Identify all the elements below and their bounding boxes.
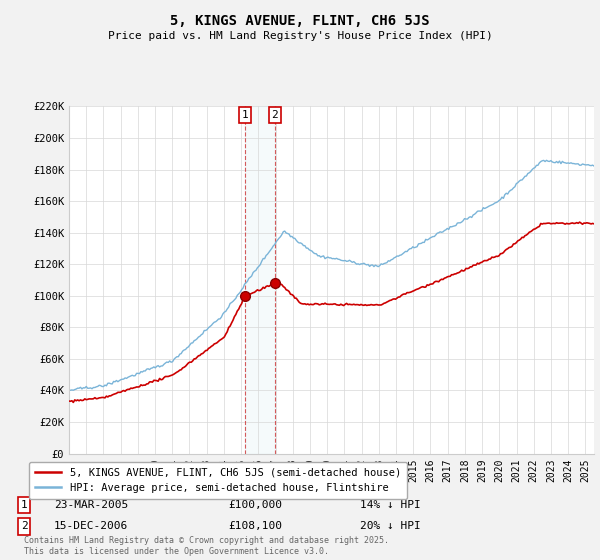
Text: 15-DEC-2006: 15-DEC-2006 — [54, 521, 128, 531]
Text: £108,100: £108,100 — [228, 521, 282, 531]
Text: 14% ↓ HPI: 14% ↓ HPI — [360, 500, 421, 510]
Legend: 5, KINGS AVENUE, FLINT, CH6 5JS (semi-detached house), HPI: Average price, semi-: 5, KINGS AVENUE, FLINT, CH6 5JS (semi-de… — [29, 461, 407, 500]
Bar — [245, 106, 275, 454]
Text: 1: 1 — [242, 110, 248, 120]
Text: Price paid vs. HM Land Registry's House Price Index (HPI): Price paid vs. HM Land Registry's House … — [107, 31, 493, 41]
Text: 2: 2 — [271, 110, 278, 120]
Text: 1: 1 — [20, 500, 28, 510]
Text: 2: 2 — [20, 521, 28, 531]
Text: 5, KINGS AVENUE, FLINT, CH6 5JS: 5, KINGS AVENUE, FLINT, CH6 5JS — [170, 14, 430, 28]
Text: £100,000: £100,000 — [228, 500, 282, 510]
Text: Contains HM Land Registry data © Crown copyright and database right 2025.
This d: Contains HM Land Registry data © Crown c… — [24, 536, 389, 556]
Text: 20% ↓ HPI: 20% ↓ HPI — [360, 521, 421, 531]
Text: 23-MAR-2005: 23-MAR-2005 — [54, 500, 128, 510]
